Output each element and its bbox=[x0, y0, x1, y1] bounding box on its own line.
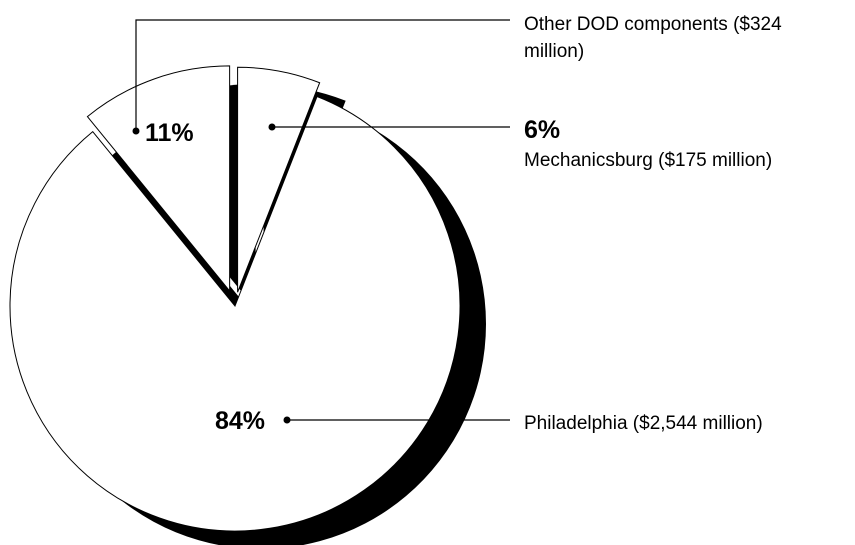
leader-dot-philadelphia bbox=[283, 416, 291, 424]
pie-slice-other-dod bbox=[86, 65, 231, 293]
pie-slice-mechanicsburg bbox=[237, 66, 321, 293]
slice-label-other-dod-percent: 11% bbox=[145, 119, 194, 147]
slice-label-philadelphia-percent: 84% bbox=[215, 407, 265, 435]
pie-slice-layer bbox=[9, 65, 461, 532]
slice-label-mechanicsburg-name: Mechanicsburg ($175 million) bbox=[524, 150, 772, 171]
pie-slice-philadelphia bbox=[9, 95, 461, 532]
slice-label-other-dod-name-line1: Other DOD components ($324 bbox=[524, 14, 782, 35]
leader-dot-other-dod bbox=[132, 127, 140, 135]
slice-label-mechanicsburg-percent: 6% bbox=[524, 116, 560, 144]
slice-label-philadelphia-name: Philadelphia ($2,544 million) bbox=[524, 413, 763, 434]
leader-line-other-dod bbox=[135, 19, 510, 131]
leader-dot-mechanicsburg bbox=[268, 123, 276, 131]
label-layer: 11% 6% 84% Other DOD components ($324 mi… bbox=[145, 14, 782, 435]
slice-label-other-dod-name-line2: million) bbox=[524, 41, 584, 62]
leader-line-layer bbox=[132, 19, 510, 424]
